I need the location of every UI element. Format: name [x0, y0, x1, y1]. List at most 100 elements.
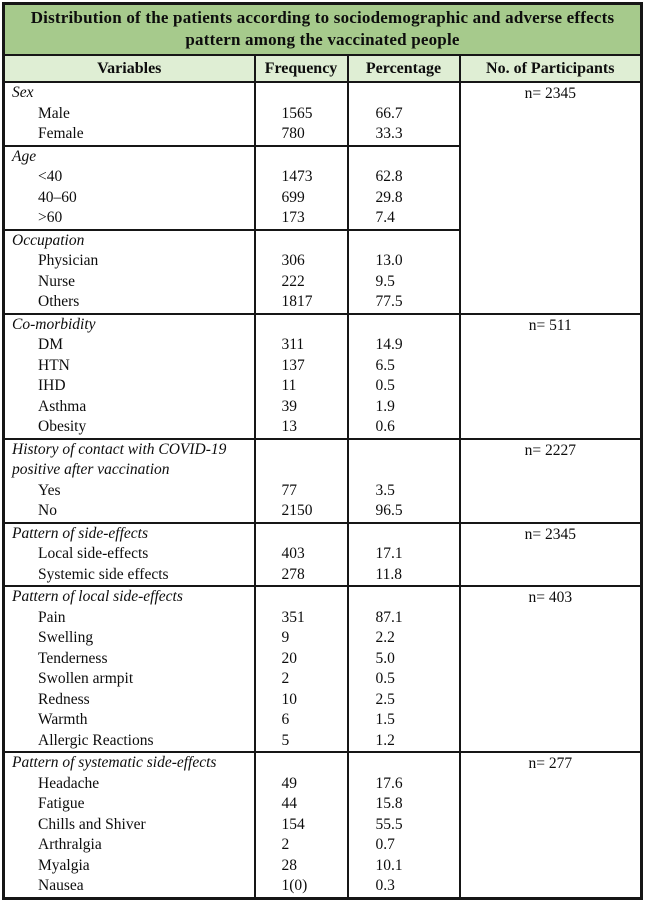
participants-count-cell: n= 2345	[458, 521, 642, 586]
percentage-cell: 9.5	[346, 271, 460, 292]
variable-cell: Pain	[2, 607, 255, 628]
variable-cell: Allergic Reactions	[2, 730, 255, 752]
frequency-cell: 403	[253, 544, 348, 565]
table-row: Pain 351 87.1	[2, 607, 642, 628]
percentage-cell: 10.1	[346, 855, 460, 876]
table-row: Obesity 13 0.6	[2, 417, 642, 439]
table-row: Fatigue 44 15.8	[2, 794, 642, 815]
variable-cell: 40–60	[2, 187, 255, 208]
variable-cell: Chills and Shiver	[2, 814, 255, 835]
table-row: Myalgia 28 10.1	[2, 855, 642, 876]
frequency-cell: 222	[253, 271, 348, 292]
variable-cell: Nurse	[2, 271, 255, 292]
table-row: Asthma 39 1.9	[2, 396, 642, 417]
frequency-cell: 699	[253, 187, 348, 208]
table-row: Physician 306 13.0	[2, 251, 642, 272]
table-row: Yes 77 3.5	[2, 480, 642, 501]
table-row: Male 1565 66.7	[2, 103, 642, 124]
variable-cell: Redness	[2, 689, 255, 710]
participants-count-cell: n= 2227	[458, 437, 642, 523]
title-row: Distribution of the patients according t…	[3, 3, 642, 56]
table-title: Distribution of the patients according t…	[3, 3, 642, 56]
participants-count-cell: n= 277	[458, 751, 642, 898]
variable-cell: Female	[2, 124, 255, 146]
variable-cell: Tenderness	[2, 648, 255, 669]
col-header-frequency: Frequency	[253, 55, 348, 83]
variable-cell: Local side-effects	[2, 544, 255, 565]
variable-cell: Others	[2, 292, 255, 314]
percentage-cell	[346, 144, 460, 167]
percentage-cell: 0.7	[346, 835, 460, 856]
percentage-cell: 2.5	[346, 689, 460, 710]
frequency-cell: 311	[253, 335, 348, 356]
frequency-cell: 1817	[253, 292, 348, 314]
table-row: <40 1473 62.8	[2, 167, 642, 188]
table-row: No 2150 96.5	[2, 501, 642, 523]
table-row: HTN 137 6.5	[2, 355, 642, 376]
frequency-cell: 137	[253, 355, 348, 376]
percentage-cell: 33.3	[346, 124, 460, 146]
percentage-cell: 11.8	[346, 564, 460, 586]
table-row: Others 1817 77.5	[2, 292, 642, 314]
table-row: Warmth 6 1.5	[2, 710, 642, 731]
frequency-cell	[253, 751, 348, 774]
percentage-cell: 7.4	[346, 208, 460, 230]
frequency-cell: 11	[253, 376, 348, 397]
table-row: Swollen armpit 2 0.5	[2, 669, 642, 690]
percentage-cell: 2.2	[346, 628, 460, 649]
percentage-cell	[346, 228, 460, 251]
frequency-cell: 1473	[253, 167, 348, 188]
percentage-cell: 6.5	[346, 355, 460, 376]
frequency-cell	[253, 144, 348, 167]
table-body: Sex n= 2345 Male 1565 66.7 Female 780 33.3 Age <4…	[2, 81, 642, 898]
table-row: Arthralgia 2 0.7	[2, 835, 642, 856]
variable-cell: Nausea	[2, 876, 255, 898]
section-label-cell: Sex	[2, 81, 255, 104]
variable-cell: Yes	[2, 480, 255, 501]
table-row: Swelling 9 2.2	[2, 628, 642, 649]
section-label-cell: Pattern of local side-effects	[2, 585, 255, 608]
variable-cell: >60	[2, 208, 255, 230]
frequency-cell: 20	[253, 648, 348, 669]
frequency-cell: 2150	[253, 501, 348, 523]
frequency-cell: 1565	[253, 103, 348, 124]
percentage-cell: 55.5	[346, 814, 460, 835]
section-label-cell: Occupation	[2, 228, 255, 251]
variable-cell: HTN	[2, 355, 255, 376]
percentage-cell: 17.6	[346, 773, 460, 794]
percentage-cell: 1.9	[346, 396, 460, 417]
variable-cell: Male	[2, 103, 255, 124]
table-row: Nurse 222 9.5	[2, 271, 642, 292]
percentage-cell	[346, 751, 460, 774]
frequency-cell: 278	[253, 564, 348, 586]
variable-cell: No	[2, 501, 255, 523]
frequency-cell: 39	[253, 396, 348, 417]
percentage-cell: 15.8	[346, 794, 460, 815]
variable-cell: DM	[2, 335, 255, 356]
table-row: >60 173 7.4	[2, 208, 642, 230]
variable-cell: <40	[2, 167, 255, 188]
frequency-cell: 780	[253, 124, 348, 146]
frequency-cell: 28	[253, 855, 348, 876]
frequency-cell	[253, 312, 348, 335]
variable-cell: Warmth	[2, 710, 255, 731]
col-header-variables: Variables	[2, 55, 255, 83]
section-header-row: History of contact with COVID-19 positiv…	[2, 437, 642, 523]
table-row: IHD 11 0.5	[2, 376, 642, 397]
participants-count-cell: n= 2345	[458, 81, 642, 314]
percentage-cell: 5.0	[346, 648, 460, 669]
frequency-cell	[253, 437, 348, 481]
percentage-cell	[346, 312, 460, 335]
table-row: Female 780 33.3	[2, 124, 642, 146]
section-label-cell: Pattern of side-effects	[2, 521, 255, 544]
table-row: Local side-effects 403 17.1	[2, 544, 642, 565]
section-header-row: Age	[2, 144, 642, 167]
section-label-cell: History of contact with COVID-19 positiv…	[2, 437, 255, 481]
percentage-cell: 0.6	[346, 417, 460, 439]
variable-cell: Systemic side effects	[2, 564, 255, 586]
section-header-row: Pattern of systematic side-effects n= 277	[2, 751, 642, 898]
frequency-cell	[253, 585, 348, 608]
percentage-cell	[346, 585, 460, 608]
frequency-cell	[253, 521, 348, 544]
variable-cell: Myalgia	[2, 855, 255, 876]
